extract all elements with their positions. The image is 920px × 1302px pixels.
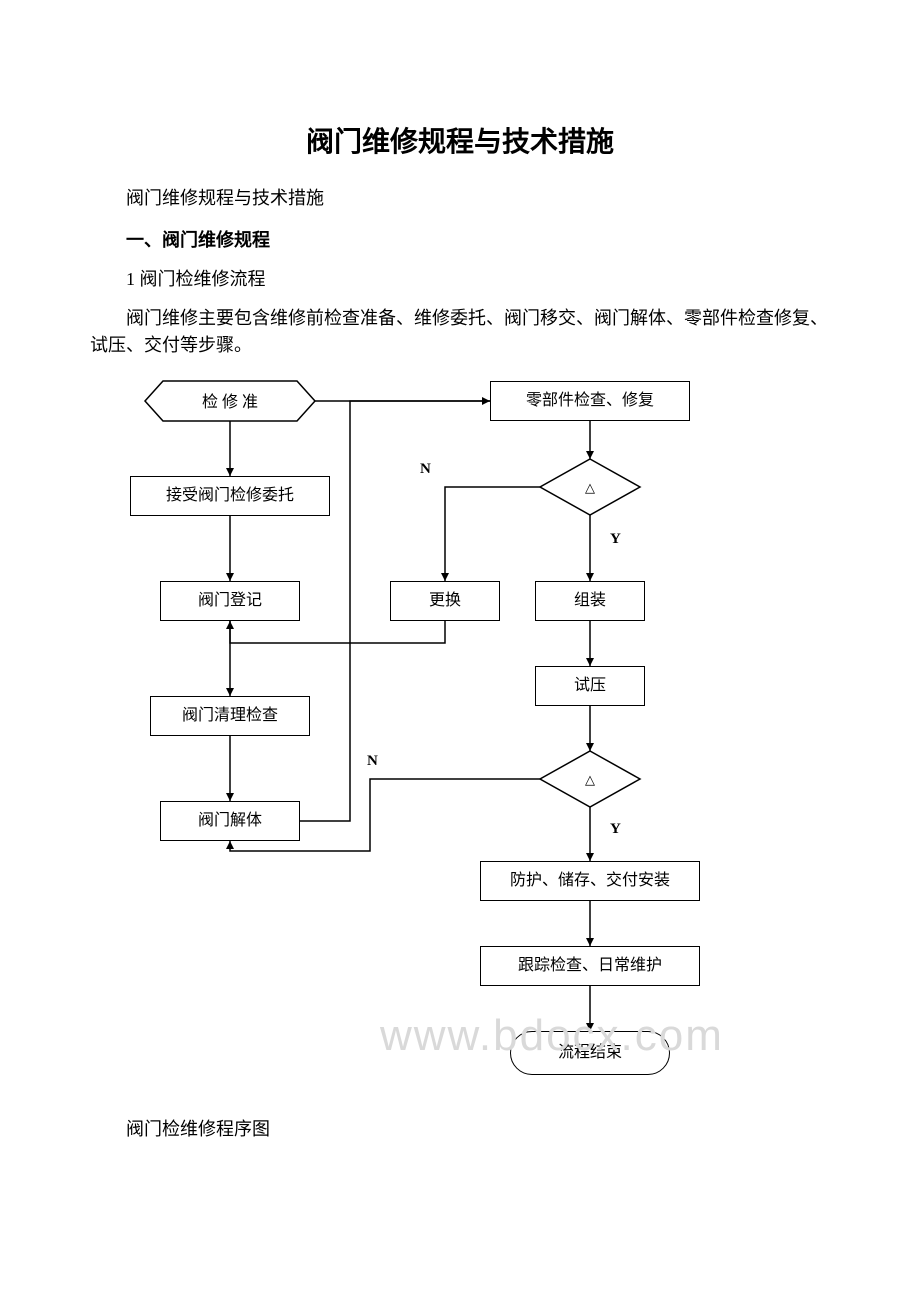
flow-edge-label: Y [610, 821, 621, 838]
flow-node-protect: 防护、储存、交付安装 [480, 861, 700, 901]
flow-node-inspect: 零部件检查、修复 [490, 381, 690, 421]
section-heading-1: 一、阀门维修规程 [90, 226, 830, 252]
flow-node-test: 试压 [535, 666, 645, 706]
flow-node-assemble: 组装 [535, 581, 645, 621]
flow-node-disasm: 阀门解体 [160, 801, 300, 841]
flow-node-clean: 阀门清理检查 [150, 696, 310, 736]
flow-edge-label: N [367, 753, 378, 770]
flow-edge-label: Y [610, 531, 621, 548]
flow-edge-label: N [420, 461, 431, 478]
intro-paragraph: 阀门维修主要包含维修前检查准备、维修委托、阀门移交、阀门解体、零部件检查修复、试… [90, 305, 830, 359]
page-title: 阀门维修规程与技术措施 [90, 120, 830, 160]
flow-node-end: 流程结束 [510, 1031, 670, 1075]
svg-text:△: △ [585, 772, 595, 787]
flow-node-replace: 更换 [390, 581, 500, 621]
flowchart: 检 修 准△△ www.bdocx.com 接受阀门检修委托阀门登记阀门清理检查… [90, 371, 830, 1091]
flow-node-follow: 跟踪检查、日常维护 [480, 946, 700, 986]
flow-node-register: 阀门登记 [160, 581, 300, 621]
step-1-label: 1 阀门检维修流程 [90, 266, 830, 293]
svg-text:检 修 准: 检 修 准 [202, 393, 258, 411]
flowchart-caption: 阀门检维修程序图 [90, 1115, 830, 1141]
subtitle: 阀门维修规程与技术措施 [90, 184, 830, 210]
svg-text:△: △ [585, 480, 595, 495]
flow-node-accept: 接受阀门检修委托 [130, 476, 330, 516]
